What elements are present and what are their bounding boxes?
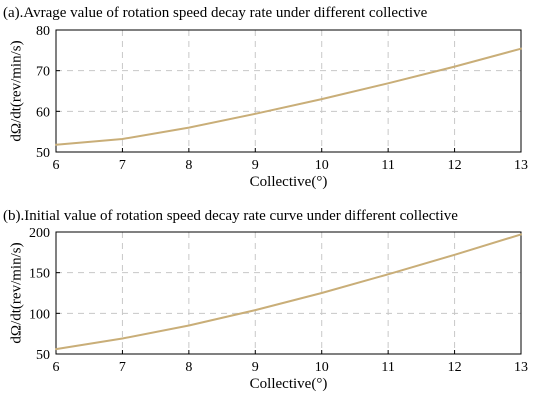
x-axis-ticks-b: 6 7 8 9 10 11 12 13 — [53, 350, 528, 375]
chart-panel-b: (b).Initial value of rotation speed deca… — [3, 208, 528, 392]
y-tick-label-a-0: 50 — [36, 146, 50, 161]
x-tick-label-b-5: 11 — [381, 360, 394, 375]
plot-frame-b — [55, 231, 522, 355]
x-axis-label-b: Collective(°) — [250, 376, 328, 392]
x-tick-label-b-3: 9 — [252, 360, 259, 375]
chart-title-a: (a).Avrage value of rotation speed decay… — [3, 5, 428, 21]
x-tick-label-b-2: 8 — [185, 360, 192, 375]
series-line-a — [55, 47, 522, 146]
y-axis-ticks-a: 50 60 70 80 — [36, 24, 60, 161]
x-tick-label-a-0: 6 — [53, 158, 60, 173]
y-axis-ticks-b: 50 100 150 200 — [29, 226, 60, 363]
x-tick-label-b-6: 12 — [448, 360, 462, 375]
y-tick-label-b-1: 100 — [29, 307, 50, 322]
y-tick-label-b-2: 150 — [29, 267, 50, 282]
x-tick-label-b-0: 6 — [53, 360, 60, 375]
chart-title-b: (b).Initial value of rotation speed deca… — [3, 208, 458, 224]
chart-panel-a: (a).Avrage value of rotation speed decay… — [3, 5, 528, 190]
x-tick-label-b-1: 7 — [119, 360, 126, 375]
y-axis-label-a: dΩ/dt(rev/min/s) — [8, 40, 24, 141]
x-tick-label-a-4: 10 — [315, 158, 329, 173]
y-tick-label-a-2: 70 — [36, 65, 50, 80]
x-tick-label-a-6: 12 — [448, 158, 462, 173]
x-tick-label-a-3: 9 — [252, 158, 259, 173]
x-axis-ticks-a: 6 7 8 9 10 11 12 13 — [53, 148, 528, 173]
y-axis-label-b: dΩ/dt(rev/min/s) — [8, 242, 24, 343]
x-tick-label-a-1: 7 — [119, 158, 126, 173]
x-tick-label-b-7: 13 — [514, 360, 528, 375]
x-tick-label-b-4: 10 — [315, 360, 329, 375]
x-axis-label-a: Collective(°) — [250, 174, 328, 190]
gridlines-a — [56, 30, 521, 152]
y-tick-label-b-3: 200 — [29, 226, 50, 241]
x-tick-label-a-2: 8 — [185, 158, 192, 173]
y-tick-label-a-3: 80 — [36, 24, 50, 39]
x-tick-label-a-7: 13 — [514, 158, 528, 173]
series-line-b — [55, 233, 522, 351]
x-tick-label-a-5: 11 — [381, 158, 394, 173]
plot-frame-a — [55, 29, 522, 153]
gridlines-b — [56, 232, 521, 354]
y-tick-label-b-0: 50 — [36, 348, 50, 363]
y-tick-label-a-1: 60 — [36, 105, 50, 120]
